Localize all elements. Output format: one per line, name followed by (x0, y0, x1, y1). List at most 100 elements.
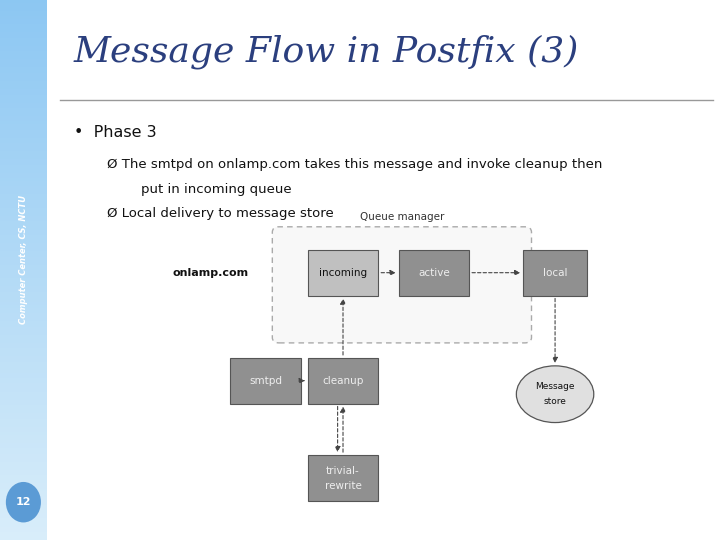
Bar (0, 16, 47, 19)
Bar (0, 86, 47, 89)
Bar (0, 275, 47, 278)
Bar (0, 537, 47, 540)
Bar (0, 392, 47, 394)
Bar (0, 100, 47, 103)
Bar (0, 286, 47, 289)
Bar (0, 113, 47, 116)
Bar (0, 424, 47, 427)
Bar (0, 413, 47, 416)
Bar (0, 448, 47, 451)
Bar (0, 81, 47, 84)
Text: Queue manager: Queue manager (360, 212, 444, 222)
Text: Message Flow in Postfix (3): Message Flow in Postfix (3) (73, 34, 579, 69)
Bar (0, 343, 47, 346)
Bar (0, 386, 47, 389)
Bar (0, 402, 47, 405)
Bar (0, 362, 47, 364)
Bar (0, 375, 47, 378)
Bar (0, 202, 47, 205)
Bar (0, 54, 47, 57)
Text: Computer Center, CS, NCTU: Computer Center, CS, NCTU (19, 195, 28, 323)
Bar (0, 22, 47, 24)
Bar (0, 173, 47, 176)
Bar (0, 11, 47, 14)
Bar (0, 481, 47, 483)
Bar (0, 329, 47, 332)
Bar (0, 8, 47, 11)
Bar (0, 259, 47, 262)
Bar (0, 189, 47, 192)
Bar (0, 459, 47, 462)
Bar (0, 491, 47, 494)
Bar (0, 246, 47, 248)
Bar (0, 224, 47, 227)
Ellipse shape (516, 366, 594, 422)
Bar (0, 221, 47, 224)
Bar (0, 194, 47, 197)
Bar (0, 483, 47, 486)
Text: put in incoming queue: put in incoming queue (125, 183, 292, 195)
Bar (0, 211, 47, 213)
Bar (0, 154, 47, 157)
Bar (0, 49, 47, 51)
Bar (0, 321, 47, 324)
Bar (0, 248, 47, 251)
Bar (0, 373, 47, 375)
Bar (0, 524, 47, 526)
Bar (0, 378, 47, 381)
Bar (0, 513, 47, 516)
Bar (0, 381, 47, 383)
Bar (0, 338, 47, 340)
Bar (0, 324, 47, 327)
Bar (0, 370, 47, 373)
Bar (0, 502, 47, 505)
Bar (0, 213, 47, 216)
Bar (0, 219, 47, 221)
Bar (0, 178, 47, 181)
Bar (0, 227, 47, 229)
Bar (0, 364, 47, 367)
Bar (0, 332, 47, 335)
Bar (0, 462, 47, 464)
Bar (0, 500, 47, 502)
Bar (0, 157, 47, 159)
Bar (0, 57, 47, 59)
Bar (0, 440, 47, 443)
Text: onlamp.com: onlamp.com (173, 268, 249, 278)
Bar (0, 43, 47, 46)
Bar (0, 181, 47, 184)
Bar (0, 429, 47, 432)
Bar (0, 451, 47, 454)
Text: Ø Local delivery to message store: Ø Local delivery to message store (107, 207, 334, 220)
Bar (0, 132, 47, 135)
Bar (0, 32, 47, 35)
Bar (0, 243, 47, 246)
FancyBboxPatch shape (272, 227, 531, 343)
Bar (0, 294, 47, 297)
Bar (0, 176, 47, 178)
Bar (0, 0, 47, 3)
Bar (0, 464, 47, 467)
Bar (0, 308, 47, 310)
Bar (0, 359, 47, 362)
Bar (0, 505, 47, 508)
Bar (0, 30, 47, 32)
Bar (0, 159, 47, 162)
Bar (0, 148, 47, 151)
Bar (0, 354, 47, 356)
Bar (0, 143, 47, 146)
Bar (0, 405, 47, 408)
Bar (0, 186, 47, 189)
Bar (0, 335, 47, 338)
FancyBboxPatch shape (230, 357, 301, 404)
Bar (0, 310, 47, 313)
Bar (0, 235, 47, 238)
FancyBboxPatch shape (307, 249, 378, 296)
Bar (0, 494, 47, 497)
Bar (0, 456, 47, 459)
Bar (0, 251, 47, 254)
Text: Message: Message (535, 382, 575, 391)
Bar (0, 432, 47, 435)
Bar (0, 40, 47, 43)
Bar (0, 470, 47, 472)
